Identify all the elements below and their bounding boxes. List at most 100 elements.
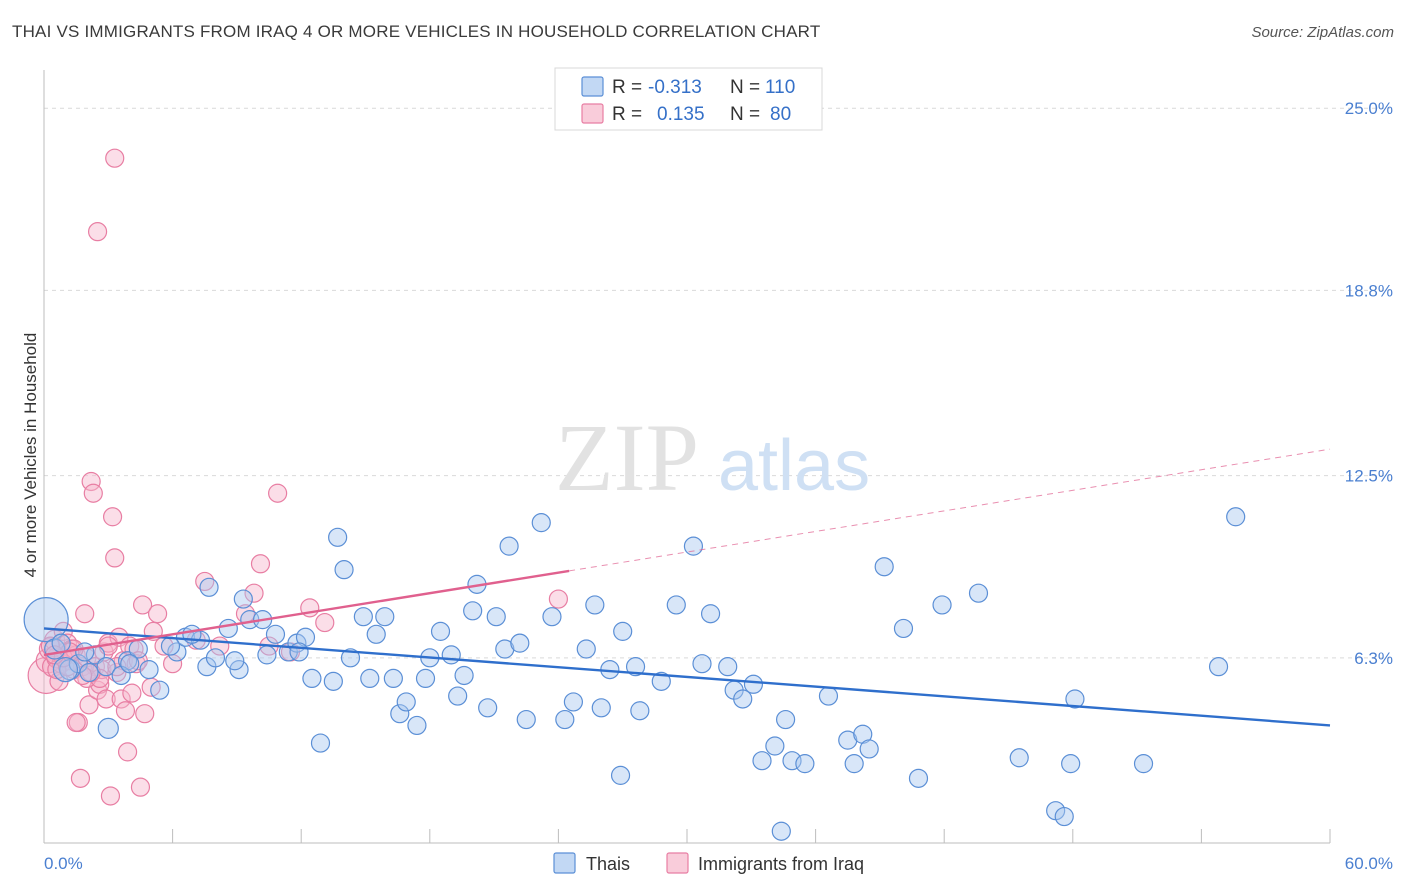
thai-point-16	[199, 577, 219, 597]
thai-point-83	[818, 686, 839, 706]
thai-point-47	[454, 665, 474, 686]
thai-point-100	[1226, 507, 1246, 527]
thai-point-107	[225, 651, 245, 671]
thai-point-2	[51, 633, 71, 653]
thai-point-5	[79, 662, 99, 683]
thai-point-87	[859, 739, 879, 759]
thai-point-67	[630, 701, 650, 721]
thai-point-29	[310, 733, 331, 753]
thai-point-37	[375, 607, 395, 627]
iraq-point-32	[105, 548, 125, 568]
legend-n-value-iraq: 80	[770, 104, 791, 125]
chart-source: Source: ZipAtlas.com	[1251, 24, 1394, 41]
thai-point-40	[396, 692, 416, 712]
iraq-point-58	[268, 483, 288, 503]
thai-point-35	[360, 668, 380, 689]
bottom-legend-swatch-iraq	[666, 852, 689, 874]
bottom-legend-label-iraq: Immigrants from Iraq	[698, 854, 864, 874]
legend-r-value-thai: -0.313	[648, 77, 702, 98]
watermark: ZIP atlas	[555, 404, 870, 511]
iraq-trend-line	[43, 569, 570, 657]
chart-title: THAI VS IMMIGRANTS FROM IRAQ 4 OR MORE V…	[12, 22, 821, 41]
y-tick-label-3: 25.0%	[1345, 99, 1393, 118]
legend-swatch-thai	[581, 76, 604, 97]
iraq-point-61	[315, 612, 335, 633]
thai-point-62	[591, 698, 611, 718]
thai-point-34	[353, 607, 373, 627]
thai-point-88	[874, 557, 894, 577]
thai-point-79	[771, 821, 791, 841]
thai-point-78	[765, 736, 785, 756]
iraq-point-40	[122, 683, 142, 703]
thai-point-44	[430, 621, 451, 641]
thai-point-92	[968, 583, 989, 603]
grid-lines	[44, 107, 1390, 659]
thai-point-101	[96, 657, 116, 677]
iraq-point-16	[70, 768, 91, 788]
legend-n-label-iraq: N =	[730, 104, 760, 125]
thai-point-75	[733, 689, 753, 709]
thai-point-64	[610, 765, 631, 785]
iraq-point-31	[102, 507, 123, 527]
thai-point-105	[52, 656, 79, 683]
thai-point-20	[233, 589, 253, 609]
thai-point-82	[795, 754, 815, 774]
thai-point-11	[150, 680, 170, 700]
thai-point-36	[366, 624, 386, 644]
iraq-point-48	[147, 604, 168, 624]
y-tick-label-2: 18.8%	[1345, 281, 1393, 300]
thai-point-65	[613, 621, 633, 641]
thai-point-18	[218, 618, 238, 639]
watermark-atlas: atlas	[718, 426, 870, 506]
iraq-point-38	[117, 742, 138, 762]
thai-point-91	[932, 595, 952, 615]
x-tick-label-0: 0.0%	[44, 854, 83, 873]
axes	[43, 70, 1331, 844]
legend-swatch-iraq	[581, 103, 604, 124]
y-tick-label-1: 12.5%	[1345, 467, 1393, 486]
legend-r-value-iraq: 0.135	[657, 104, 705, 125]
legend: R = -0.313 N = 110 R = 0.135 N = 80	[554, 67, 823, 131]
thai-point-60	[576, 639, 596, 659]
thai-point-89	[893, 618, 914, 639]
trend-lines	[43, 448, 1331, 727]
thai-point-45	[441, 645, 461, 665]
y-axis-label: 4 or more Vehicles in Household	[21, 333, 40, 578]
thai-point-80	[775, 709, 796, 730]
thai-point-19	[229, 659, 249, 680]
thai-point-58	[555, 709, 575, 730]
iraq-point-21	[81, 471, 101, 492]
thai-points	[23, 507, 1246, 841]
iraq-point-45	[135, 704, 155, 724]
iraq-point-56	[250, 554, 271, 574]
thai-point-7	[97, 717, 119, 739]
thai-point-93	[1009, 748, 1029, 768]
thai-point-30	[323, 671, 343, 691]
bottom-legend-label-thai: Thais	[586, 854, 630, 874]
thai-point-70	[683, 536, 704, 556]
thai-point-72	[700, 604, 721, 624]
legend-n-value-thai: 110	[765, 77, 795, 98]
thai-point-56	[531, 513, 551, 533]
iraq-point-44	[132, 595, 153, 615]
thai-point-32	[334, 560, 354, 580]
iraq-trend-extension	[569, 448, 1331, 572]
thai-point-48	[463, 601, 483, 621]
thai-point-53	[499, 536, 519, 556]
thai-point-55	[516, 709, 536, 730]
thai-point-85	[844, 754, 864, 774]
thai-point-54	[510, 633, 530, 653]
bottom-legend-swatch-thai	[553, 852, 576, 874]
thai-trend-line	[43, 627, 1331, 727]
thai-point-33	[340, 648, 361, 668]
thai-point-76	[743, 674, 764, 694]
thai-point-68	[651, 671, 671, 691]
iraq-point-30	[100, 786, 121, 806]
thai-point-38	[383, 668, 403, 689]
thai-point-42	[415, 668, 436, 689]
iraq-point-28	[96, 689, 116, 709]
legend-r-label-iraq: R =	[612, 104, 642, 125]
iraq-point-64	[66, 712, 86, 733]
thai-point-57	[542, 607, 562, 627]
iraq-point-18	[75, 604, 95, 624]
